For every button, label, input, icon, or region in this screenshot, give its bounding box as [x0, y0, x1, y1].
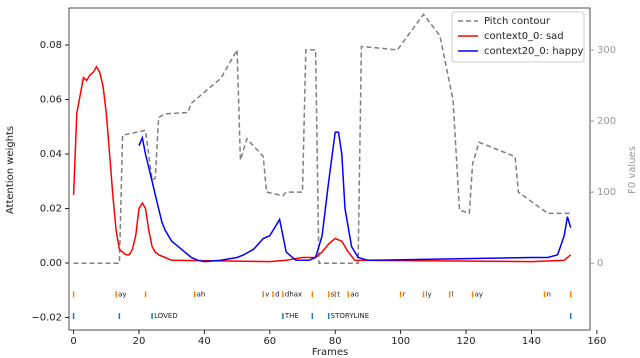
phones-label: l [452, 290, 454, 298]
phones-label: ao [350, 290, 359, 298]
y2-tick-label: 0 [597, 258, 603, 269]
x-tick-label: 0 [70, 336, 76, 347]
words-label: STORYLINE [331, 312, 370, 320]
phones-label: ay [118, 290, 126, 298]
phones-label: d [275, 290, 279, 298]
legend-box [451, 11, 585, 63]
words-label: LOVED [154, 312, 178, 320]
series-line [73, 13, 571, 264]
x-tick-label: 40 [198, 336, 211, 347]
phones-label: iy [426, 290, 432, 298]
x-tick-label: 60 [263, 336, 276, 347]
y2-tick-label: 200 [597, 116, 616, 127]
y-tick-label: −0.02 [31, 312, 62, 323]
x-tick-label: 140 [522, 336, 541, 347]
legend-label: Pitch contour [484, 16, 551, 27]
phones-label: r [403, 290, 406, 298]
x-tick-label: 160 [587, 336, 606, 347]
legend-label: context0_0: sad [484, 31, 564, 42]
legend-label: context20_0: happy [484, 46, 583, 57]
x-tick-label: 20 [133, 336, 146, 347]
y-tick-label: 0.06 [40, 95, 62, 106]
phones-label: s [331, 290, 335, 298]
phones-label: t [337, 290, 340, 298]
series-line [138, 131, 572, 263]
phones-label: n [547, 290, 551, 298]
series-line [72, 65, 572, 263]
y-tick-label: 0.04 [40, 149, 62, 160]
phones-label: ah [197, 290, 206, 298]
phones-label: dhax [285, 290, 302, 298]
x-axis-label: Frames [312, 347, 348, 358]
phones-label: ay [475, 290, 483, 298]
x-tick-label: 100 [391, 336, 410, 347]
y2-tick-label: 100 [597, 187, 616, 198]
y-tick-label: 0.08 [40, 40, 62, 51]
y-tick-label: 0.00 [40, 258, 62, 269]
y2-tick-label: 300 [597, 45, 616, 56]
phones-label: v [265, 290, 269, 298]
words-label: THE [284, 312, 299, 320]
plot-frame [68, 7, 591, 331]
x-tick-label: 120 [456, 336, 475, 347]
x-tick-label: 80 [329, 336, 342, 347]
y2-axis-label: F0 values [627, 146, 638, 194]
y-tick-label: 0.02 [40, 204, 62, 215]
y-axis-label: Attention weights [5, 126, 16, 214]
